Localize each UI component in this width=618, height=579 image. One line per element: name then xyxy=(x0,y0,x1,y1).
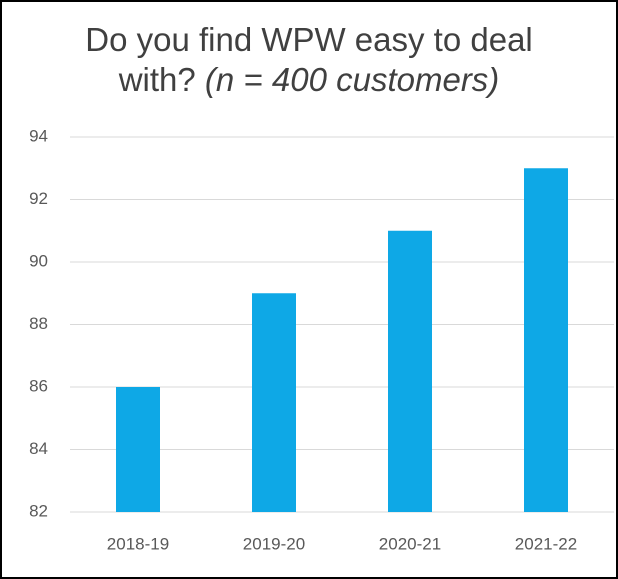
chart-subtitle: (n = 400 customers) xyxy=(204,61,500,98)
bar xyxy=(524,168,568,512)
y-tick-label: 94 xyxy=(29,126,48,145)
x-tick-label: 2020-21 xyxy=(379,534,441,553)
chart-title-block: Do you find WPW easy to deal with? (n = … xyxy=(56,20,562,100)
y-tick-label: 90 xyxy=(29,251,48,270)
y-tick-label: 86 xyxy=(29,376,48,395)
bar xyxy=(116,387,160,512)
y-tick-label: 88 xyxy=(29,314,48,333)
bar xyxy=(388,230,432,512)
x-tick-label: 2021-22 xyxy=(515,534,577,553)
y-tick-label: 92 xyxy=(29,189,48,208)
bar xyxy=(252,293,296,512)
x-tick-label: 2019-20 xyxy=(243,534,305,553)
y-tick-label: 82 xyxy=(29,501,48,520)
x-tick-label: 2018-19 xyxy=(107,534,169,553)
y-tick-label: 84 xyxy=(29,439,48,458)
chart-title: Do you find WPW easy to deal with? xyxy=(85,21,533,98)
